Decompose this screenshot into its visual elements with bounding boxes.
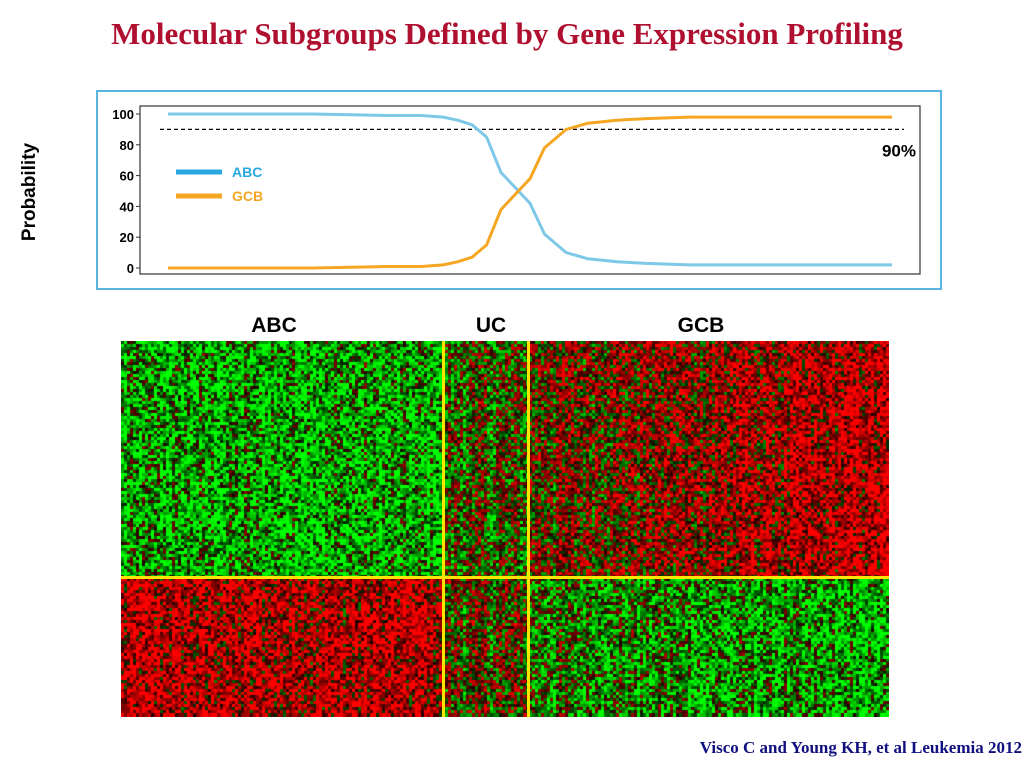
heatmap-cells — [121, 341, 889, 717]
series-line-gcb — [168, 115, 892, 270]
heatmap-group-label-gcb: GCB — [677, 314, 725, 337]
y-tick-label: 40 — [120, 199, 134, 214]
heatmap-group-label-uc: UC — [475, 314, 507, 337]
probability-chart: 100 80 60 40 20 0 90% ABC GCB — [112, 105, 921, 276]
y-tick-label: 0 — [127, 261, 134, 276]
heatmap-separator-abc-uc — [442, 341, 446, 717]
legend-label-gcb: GCB — [232, 188, 263, 204]
heatmap-separator-row-blocks — [121, 576, 889, 580]
y-axis-label: Probability — [19, 142, 40, 242]
citation: Visco C and Young KH, et al Leukemia 201… — [699, 738, 1022, 757]
y-tick-label: 20 — [120, 230, 134, 245]
probability-chart-panel: 100 80 60 40 20 0 90% ABC GCB — [96, 90, 942, 290]
heatmap-group-label-abc: ABC — [251, 314, 297, 337]
threshold-label: 90% — [882, 141, 916, 160]
legend-label-abc: ABC — [232, 164, 262, 180]
gene-expression-heatmap — [121, 341, 889, 717]
y-tick-label: 60 — [120, 169, 134, 184]
series-line-abc — [168, 112, 892, 267]
slide-title: Molecular Subgroups Defined by Gene Expr… — [111, 16, 903, 51]
y-tick-label: 80 — [120, 138, 134, 153]
heatmap-separator-uc-gcb — [526, 341, 530, 717]
y-tick-label: 100 — [112, 107, 134, 122]
plot-frame — [139, 105, 921, 275]
